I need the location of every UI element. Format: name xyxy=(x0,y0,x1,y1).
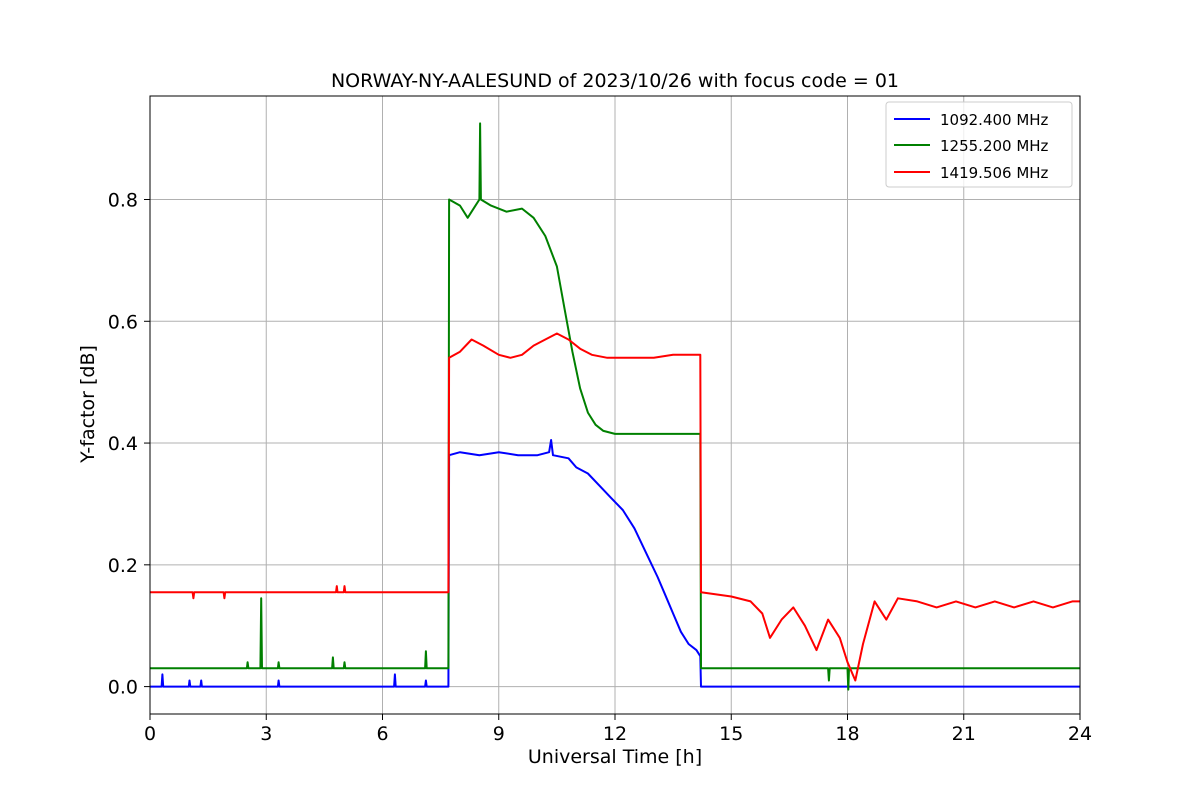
legend-label-1255: 1255.200 MHz xyxy=(940,137,1049,155)
series-line-1092 xyxy=(150,439,1080,688)
x-tick-label: 0 xyxy=(144,723,156,745)
series-layer xyxy=(150,122,1080,691)
x-tick-label: 12 xyxy=(603,723,627,745)
series-line-1255 xyxy=(150,122,1080,691)
ticks: 0 3 6 9 12 15 18 21 24 0.0 0.2 0.4 0.6 0.8 xyxy=(108,190,1092,745)
x-tick-label: 18 xyxy=(835,723,859,745)
series-line-1419 xyxy=(150,332,1080,682)
x-tick-label: 15 xyxy=(719,723,743,745)
x-axis-label: Universal Time [h] xyxy=(528,746,702,768)
legend-label-1092: 1092.400 MHz xyxy=(940,111,1049,129)
y-tick-label: 0.4 xyxy=(108,433,138,455)
x-tick-label: 21 xyxy=(952,723,976,745)
chart-title: NORWAY-NY-AALESUND of 2023/10/26 with fo… xyxy=(331,70,899,92)
x-tick-label: 3 xyxy=(260,723,272,745)
x-tick-label: 9 xyxy=(493,723,505,745)
x-tick-label: 6 xyxy=(376,723,388,745)
legend-label-1419: 1419.506 MHz xyxy=(940,164,1049,182)
legend-box xyxy=(885,101,1073,188)
x-tick-label: 24 xyxy=(1068,723,1092,745)
y-tick-label: 0.8 xyxy=(108,190,138,212)
y-tick-label: 0.2 xyxy=(108,555,138,577)
legend: 1092.400 MHz 1255.200 MHz 1419.506 MHz xyxy=(885,101,1073,188)
y-axis-label: Y-factor [dB] xyxy=(77,345,99,464)
y-tick-label: 0.0 xyxy=(108,677,138,699)
y-tick-label: 0.6 xyxy=(108,311,138,333)
